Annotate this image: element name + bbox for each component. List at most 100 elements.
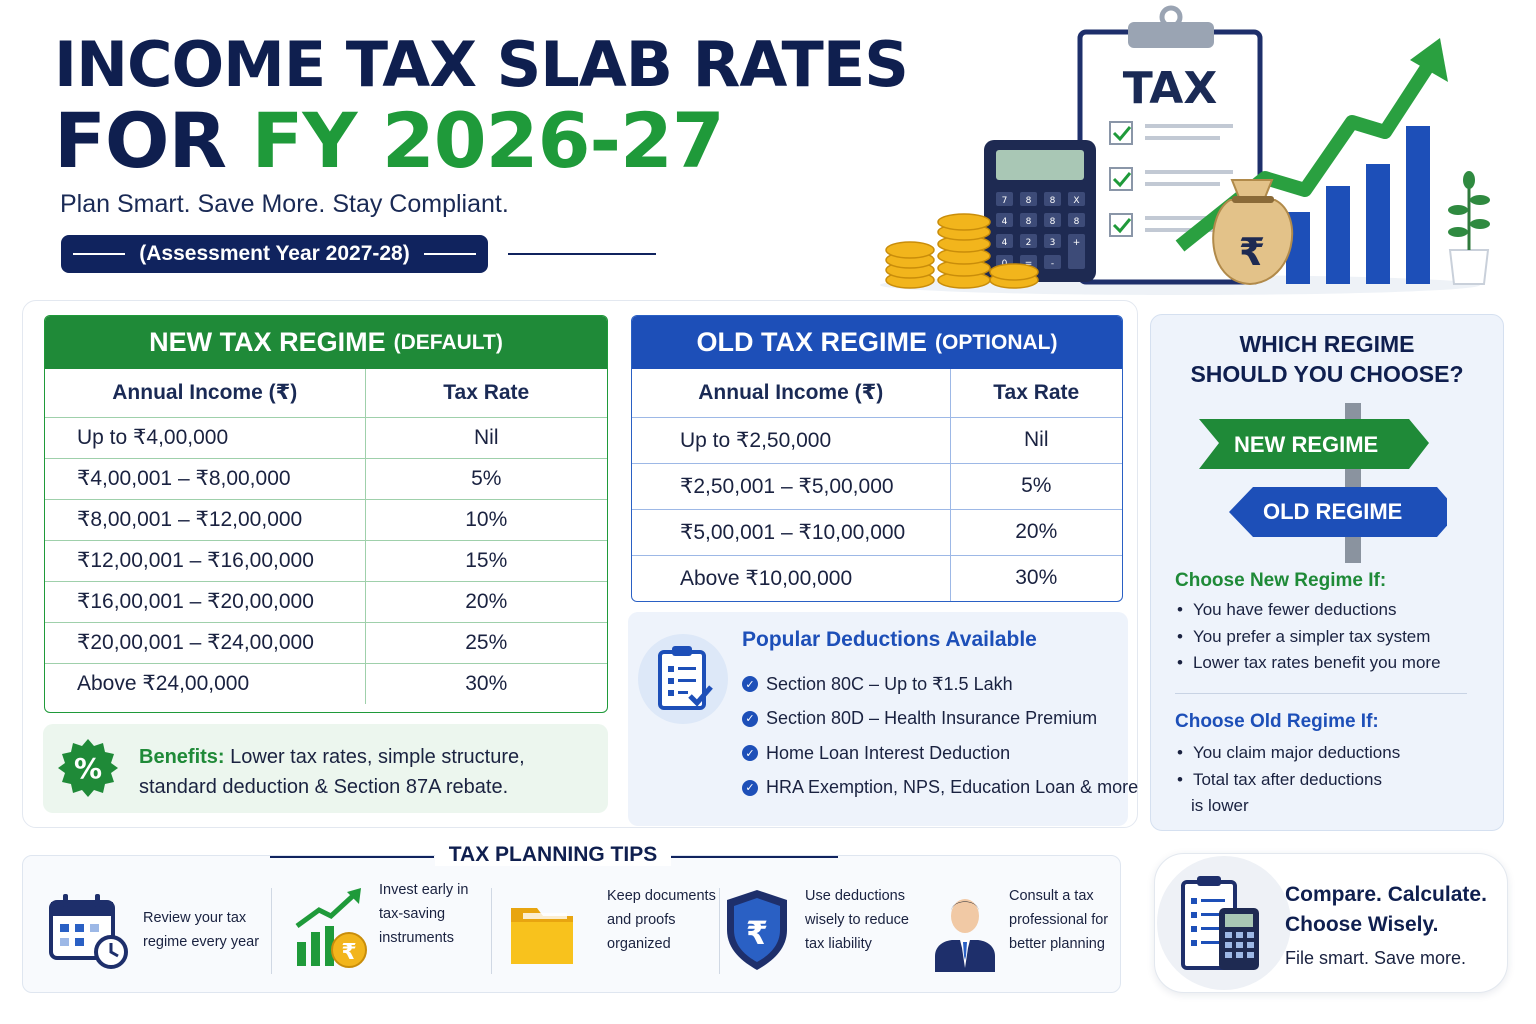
list-item: ✓ HRA Exemption, NPS, Education Loan & mo… [742,771,1138,806]
which-title-line-2: SHOULD YOU CHOOSE? [1190,361,1464,387]
which-regime-card: WHICH REGIME SHOULD YOU CHOOSE? NEW REGIM… [1150,314,1504,831]
table-row: Above ₹10,00,000 30% [632,555,1122,601]
compare-headline: Compare. Calculate. Choose Wisely. [1285,880,1487,940]
shield-rupee-icon: ₹ [727,890,787,970]
new-regime-table: NEW TAX REGIME (DEFAULT) Annual Income (… [44,315,608,713]
deduction-label: Section 80C – Up to ₹1.5 Lakh [766,673,1013,694]
calculator-key-label: 7 [1002,196,1008,206]
calculator-key-label: 2 [1026,238,1032,248]
header-rule [508,253,656,255]
rupee-symbol: ₹ [341,940,356,965]
tip-text: Keep documents and proofs organized [607,884,716,956]
income-cell: Up to ₹4,00,000 [45,417,366,459]
deductions-title: Popular Deductions Available [742,628,1037,651]
rate-cell: 5% [365,458,607,500]
old-regime-slabs: Annual Income (₹) Tax Rate Up to ₹2,50,0… [632,369,1122,601]
check-circle-icon: ✓ [742,710,758,727]
tip-line: better planning [1009,936,1105,952]
tip-line: and proofs [607,912,676,928]
deductions-list: ✓ Section 80C – Up to ₹1.5 Lakh ✓ Section … [742,667,1138,805]
income-cell: ₹5,00,001 – ₹10,00,000 [632,509,951,556]
tip-review-regime: Review your tax regime every year [45,878,285,978]
new-regime-header: NEW TAX REGIME (DEFAULT) [45,316,607,369]
income-cell: ₹8,00,001 – ₹12,00,000 [45,499,366,541]
income-cell: ₹12,00,001 – ₹16,00,000 [45,540,366,582]
benefits-label: Benefits: [139,746,225,768]
rate-cell: Nil [365,417,607,459]
tips-title: TAX PLANNING TIPS [0,843,1106,867]
income-cell: Above ₹10,00,000 [632,555,951,601]
svg-text:%: % [74,752,102,785]
tip-line: Keep documents [607,888,716,904]
assessment-year-text: (Assessment Year 2027-28) [139,242,410,265]
checklist-icon-wrap [638,634,728,724]
compare-icon-backdrop [1157,856,1291,990]
pill-dash-left [73,253,126,255]
plant-icon [1448,171,1490,285]
calculator-key-label: X [1073,196,1079,206]
income-cell: ₹20,00,001 – ₹24,00,000 [45,622,366,664]
rate-cell: 20% [950,509,1122,556]
sign-old-regime: OLD REGIME [1263,499,1403,524]
list-item: You have fewer deductions [1177,597,1441,624]
new-regime-criteria: You have fewer deductions You prefer a s… [1177,597,1441,677]
tip-line: organized [607,936,671,952]
list-item: ✓ Section 80C – Up to ₹1.5 Lakh [742,667,1138,702]
tips-title-rule-left [270,856,434,858]
compare-line-2: Choose Wisely. [1285,913,1439,936]
table-row: Up to ₹2,50,000 Nil [632,417,1122,464]
new-regime-title: NEW TAX REGIME [149,327,386,357]
calculator-key-label: 4 [1002,238,1008,248]
compare-card: Compare. Calculate. Choose Wisely. File s… [1154,853,1508,993]
deduction-label: HRA Exemption, NPS, Education Loan & mor… [766,777,1139,798]
col-tax-rate: Tax Rate [365,369,607,418]
rate-cell: 10% [365,499,607,541]
deductions-box: Popular Deductions Available ✓ Section 80… [628,612,1138,826]
rate-cell: 20% [365,581,607,623]
rate-cell: 25% [365,622,607,664]
sign-new-regime: NEW REGIME [1234,432,1379,457]
old-regime-subtitle: (OPTIONAL) [935,330,1058,354]
folder-icon [511,908,573,964]
list-item: Total tax after deductions [1177,767,1400,794]
tax-planning-tips: Review your tax regime every year ₹ Inves… [22,855,1121,993]
calculator-key-label: 8 [1026,196,1032,206]
title-fy: FY 2026-27 [251,96,725,185]
tagline: Plan Smart. Save More. Stay Compliant. [60,190,509,218]
tip-line: Review your tax [143,910,247,926]
clipboard-label: TAX [1123,63,1218,114]
deduction-label: Home Loan Interest Deduction [766,742,1011,763]
table-row: ₹4,00,001 – ₹8,00,000 5% [45,458,607,500]
investment-growth-icon: ₹ [295,888,367,968]
income-cell: ₹16,00,001 – ₹20,00,000 [45,581,366,623]
money-bag-symbol: ₹ [1239,230,1265,274]
svg-text:₹: ₹ [746,914,768,952]
check-circle-icon: ✓ [742,745,758,762]
tip-line: tax-saving [379,906,446,922]
list-item: ✓ Home Loan Interest Deduction [742,736,1138,771]
benefits-box: % Benefits: Lower tax rates, simple stru… [43,724,608,813]
calculator-key-label: 8 [1074,217,1080,227]
tip-line: Use deductions [805,888,905,904]
table-row: ₹20,00,001 – ₹24,00,000 25% [45,622,607,664]
old-regime-table: OLD TAX REGIME (OPTIONAL) Annual Income … [631,315,1123,602]
tip-text: Invest early in tax-saving instruments [379,878,468,950]
table-row: Up to ₹4,00,000 Nil [45,417,607,459]
table-row: ₹12,00,001 – ₹16,00,000 15% [45,540,607,582]
col-annual-income: Annual Income (₹) [632,369,951,418]
tips-title-text: TAX PLANNING TIPS [434,843,672,866]
calendar-icon [49,894,128,969]
list-item: You prefer a simpler tax system [1177,624,1441,651]
income-cell: Above ₹24,00,000 [45,663,366,704]
clipboard-calculator-icon [1181,876,1259,970]
tips-title-rule-right [668,856,838,858]
compare-tagline: File smart. Save more. [1285,948,1467,968]
table-row: Above ₹24,00,000 30% [45,663,607,704]
benefits-text: Benefits: Lower tax rates, simple struct… [139,742,599,802]
income-cell: ₹4,00,001 – ₹8,00,000 [45,458,366,500]
old-regime-criteria: You claim major deductions Total tax aft… [1177,740,1400,793]
calculator-key-label: 3 [1050,238,1056,248]
which-title-line-1: WHICH REGIME [1239,331,1415,357]
